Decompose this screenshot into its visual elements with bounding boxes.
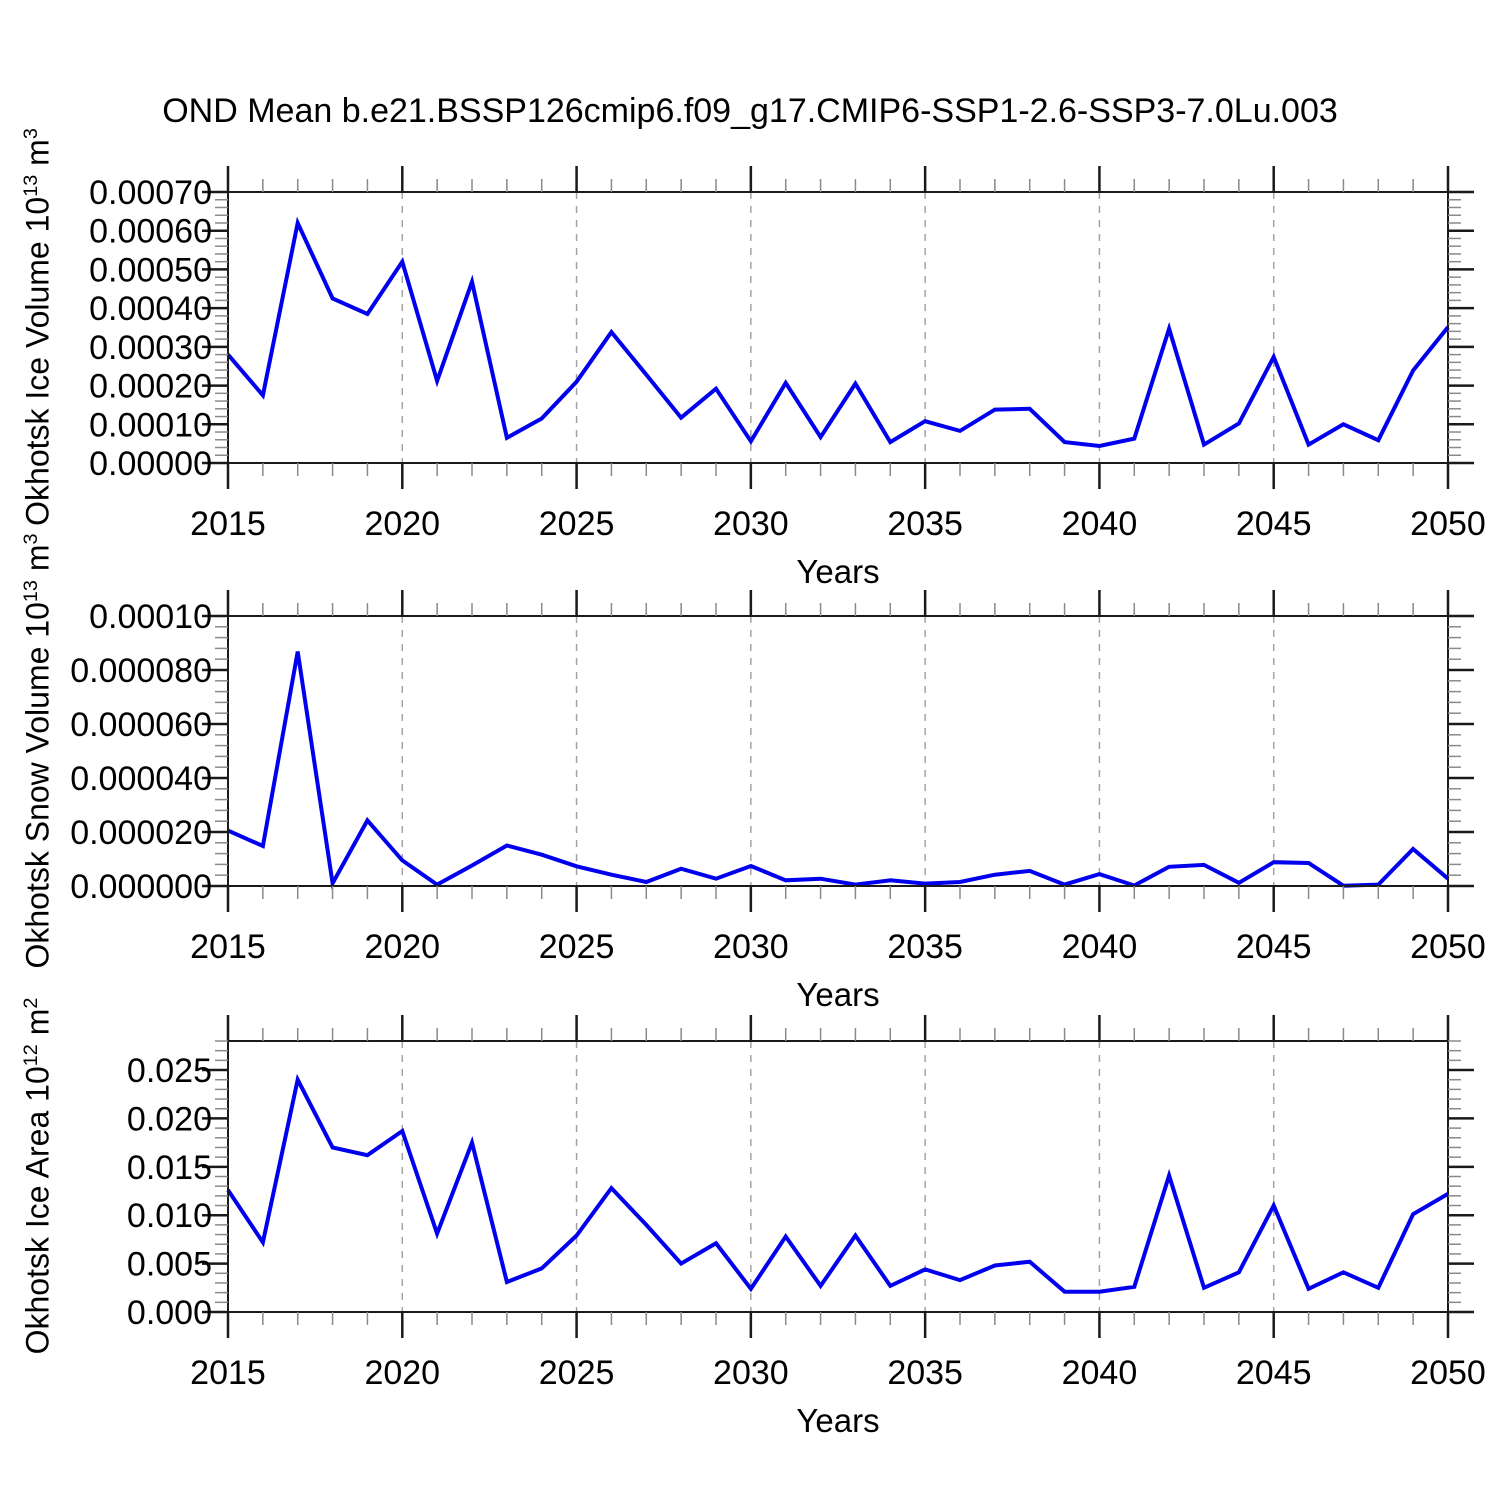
x-tick-label: 2045	[1236, 505, 1312, 543]
x-tick-label: 2015	[190, 928, 266, 966]
y-tick-label: 0.000080	[70, 652, 212, 690]
x-tick-label: 2050	[1410, 505, 1486, 543]
y-tick-label: 0.00050	[89, 251, 212, 289]
y-tick-label: 0.00040	[89, 290, 212, 328]
x-tick-label: 2025	[539, 505, 615, 543]
y-axis-title-ice-area: Okhotsk Ice Area 1012 m2	[20, 998, 57, 1355]
x-tick-label: 2035	[887, 1354, 963, 1392]
panel-ice_volume: 2015 2020 2025 2030 2035 2040 2045 20500.000000…	[89, 166, 1486, 543]
y-tick-label: 0.00010	[89, 406, 212, 444]
x-tick-label: 2030	[713, 1354, 789, 1392]
plot-border	[227, 191, 1449, 464]
y-tick-label: 0.00010	[89, 598, 212, 636]
y-tick-label: 0.000020	[70, 814, 212, 852]
exponent: 13	[19, 580, 42, 603]
y-axis-title-text: Okhotsk Ice Volume 10	[19, 196, 56, 526]
y-tick-label: 0.00000	[89, 445, 212, 483]
y-tick-label: 0.00070	[89, 174, 212, 212]
y-tick-label: 0.000000	[70, 868, 212, 906]
exponent: 12	[19, 1044, 42, 1067]
x-tick-label: 2040	[1062, 1354, 1138, 1392]
x-tick-label: 2020	[364, 505, 440, 543]
x-tick-label: 2045	[1236, 928, 1312, 966]
x-tick-label: 2040	[1062, 928, 1138, 966]
unit-exponent: 3	[19, 533, 42, 545]
y-tick-label: 0.000	[127, 1294, 212, 1332]
chart-title: OND Mean b.e21.BSSP126cmip6.f09_g17.CMIP…	[162, 92, 1338, 130]
panel-ice_area: 2015 2020 2025 2030 2035 2040 2045 2050 0.000 0.0…	[127, 1015, 1486, 1392]
x-tick-label: 2025	[539, 1354, 615, 1392]
x-tick-label: 2030	[713, 505, 789, 543]
x-tick-label: 2035	[887, 505, 963, 543]
x-tick-label: 2050	[1410, 928, 1486, 966]
y-tick-label: 0.020	[127, 1100, 212, 1138]
y-tick-label: 0.000060	[70, 706, 212, 744]
y-tick-label: 0.00020	[89, 368, 212, 406]
series-line-ice_area	[226, 1073, 1450, 1294]
x-axis-title-panel2: Years	[796, 976, 880, 1013]
plot-border	[227, 1040, 1449, 1313]
y-tick-label: 0.000040	[70, 760, 212, 798]
unit-exponent: 3	[19, 128, 42, 140]
y-tick-label: 0.025	[127, 1052, 212, 1090]
y-tick-label: 0.00030	[89, 329, 212, 367]
y-tick-label: 0.010	[127, 1197, 212, 1235]
plot-border	[227, 615, 1449, 887]
x-tick-label: 2015	[190, 505, 266, 543]
x-tick-label: 2025	[539, 928, 615, 966]
y-axis-title-snow-volume: Okhotsk Snow Volume 1013 m3	[20, 533, 57, 968]
series-line-ice_volume	[226, 216, 1450, 449]
exponent: 13	[19, 174, 42, 197]
x-axis-title-panel1: Years	[796, 553, 880, 590]
unit-exponent: 2	[19, 997, 42, 1009]
y-tick-label: 0.005	[127, 1246, 212, 1284]
x-tick-label: 2035	[887, 928, 963, 966]
y-axis-title-text: Okhotsk Ice Area 10	[19, 1066, 56, 1355]
x-tick-label: 2030	[713, 928, 789, 966]
unit: m	[19, 1008, 56, 1045]
y-axis-title-ice-volume: Okhotsk Ice Volume 1013 m3	[20, 128, 57, 526]
x-tick-label: 2040	[1062, 505, 1138, 543]
series-line-snow_volume	[227, 651, 1450, 890]
x-axis-title-panel3: Years	[796, 1402, 880, 1439]
unit: m	[19, 139, 56, 175]
x-tick-label: 2045	[1236, 1354, 1312, 1392]
unit: m	[19, 544, 56, 581]
y-tick-label: 0.00060	[89, 213, 212, 251]
x-tick-label: 2020	[364, 1354, 440, 1392]
y-axis-title-text: Okhotsk Snow Volume 10	[19, 602, 56, 969]
x-tick-label: 2020	[364, 928, 440, 966]
x-tick-label: 2015	[190, 1354, 266, 1392]
y-tick-label: 0.015	[127, 1149, 212, 1187]
x-tick-label: 2050	[1410, 1354, 1486, 1392]
panel-snow_volume: 2015 2020 2025 2030 2035 2040 2045 2050 0.000000…	[70, 590, 1486, 966]
